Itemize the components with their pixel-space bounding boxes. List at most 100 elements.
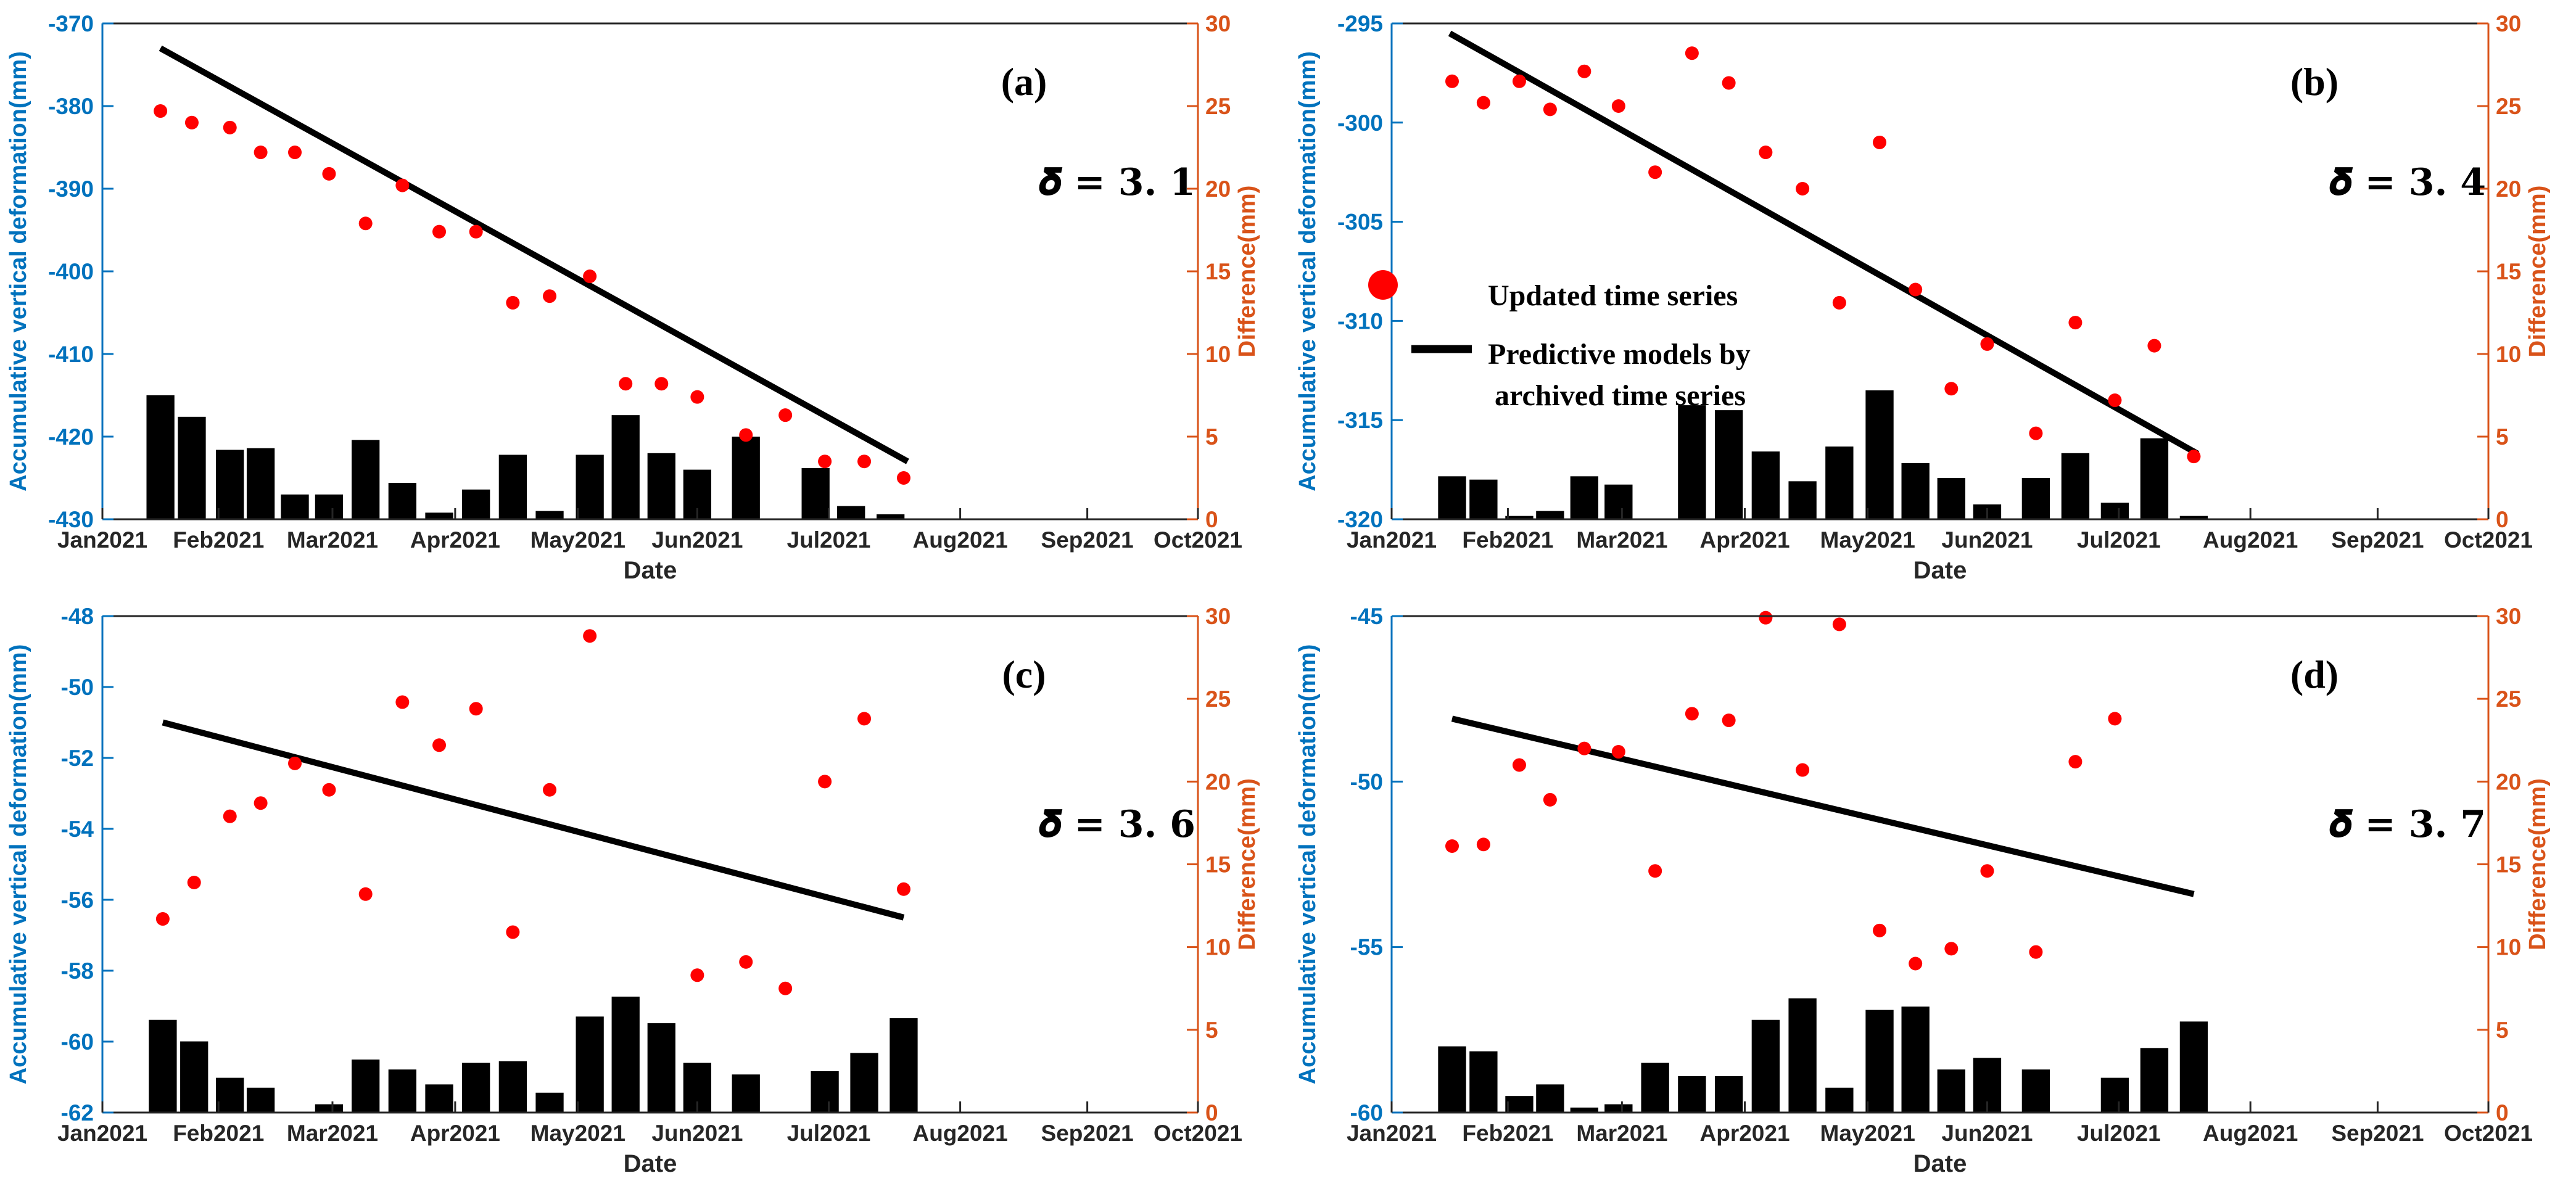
delta-label: 𝜹 = 𝟑. 𝟒 — [2329, 161, 2486, 204]
right-tick-label: 0 — [1205, 507, 1218, 532]
updated-point — [1832, 617, 1846, 632]
difference-bar — [1570, 1107, 1599, 1113]
updated-point — [583, 629, 597, 643]
updated-point — [1796, 182, 1810, 195]
right-tick-label: 5 — [2496, 424, 2509, 450]
updated-point — [184, 115, 199, 130]
updated-point — [2108, 712, 2122, 726]
x-tick-label: Jul2021 — [2077, 527, 2161, 553]
updated-point — [654, 377, 669, 391]
difference-bar — [1469, 479, 1498, 519]
updated-point — [739, 955, 753, 969]
left-tick-label: -60 — [1350, 1100, 1383, 1125]
right-axis-label: Difference(mm) — [1234, 778, 1260, 950]
predictive-model-line — [1451, 715, 2195, 897]
updated-point — [1944, 942, 1959, 956]
updated-point — [395, 178, 410, 192]
difference-bar — [180, 1041, 208, 1113]
difference-bar — [216, 1077, 244, 1113]
updated-point — [469, 702, 483, 716]
panel-label: (a) — [1001, 60, 1047, 104]
updated-point — [223, 809, 237, 823]
left-tick-label: -45 — [1350, 604, 1383, 629]
updated-point — [1648, 165, 1662, 179]
difference-bar — [1825, 446, 1854, 519]
updated-point — [857, 712, 872, 726]
left-axis-label: Accumulative vertical deformation(mm) — [1295, 51, 1321, 492]
x-tick-label: Feb2021 — [173, 1121, 264, 1146]
left-tick-label: -295 — [1337, 11, 1383, 36]
chart-panel-1: -295 -300 -305 -310 -315 -320 30 25 20 15 10 5 0 Jan2… — [1295, 11, 2551, 584]
left-tick-label: -400 — [48, 259, 94, 284]
updated-point — [2029, 945, 2043, 959]
difference-bar — [877, 514, 905, 519]
updated-point — [155, 912, 170, 926]
updated-point — [288, 146, 302, 160]
updated-point — [2108, 393, 2122, 408]
x-tick-label: Jun2021 — [1941, 527, 2033, 553]
x-tick-label: Jun2021 — [651, 1121, 743, 1146]
right-tick-label: 20 — [1205, 176, 1231, 202]
x-tick-label: Jul2021 — [2077, 1121, 2161, 1146]
difference-bar — [1751, 1019, 1780, 1113]
difference-bar — [2021, 478, 2050, 519]
left-tick-label: -390 — [48, 176, 94, 202]
updated-point — [506, 925, 520, 939]
updated-point — [1722, 714, 1736, 728]
updated-point — [896, 471, 910, 485]
difference-bar — [2140, 1048, 2169, 1113]
right-tick-label: 15 — [2496, 259, 2521, 284]
difference-bar — [1505, 1096, 1534, 1113]
right-tick-label: 5 — [1205, 1018, 1218, 1043]
x-tick-label: Apr2021 — [1700, 527, 1790, 553]
x-tick-label: Aug2021 — [2203, 1121, 2298, 1146]
right-tick-label: 15 — [1205, 259, 1231, 284]
left-tick-label: -62 — [61, 1100, 94, 1125]
difference-bar — [178, 416, 206, 519]
difference-bar — [1901, 463, 1930, 519]
updated-point — [506, 295, 520, 310]
difference-bar — [149, 1019, 177, 1113]
x-tick-label: Feb2021 — [173, 527, 264, 553]
difference-bar — [281, 494, 309, 519]
legend-point-marker — [1368, 270, 1398, 300]
right-tick-label: 15 — [1205, 852, 1231, 878]
difference-bar — [1937, 1069, 1965, 1113]
difference-bar — [315, 494, 344, 519]
difference-bar — [535, 1092, 564, 1113]
updated-point — [857, 455, 872, 469]
legend-line-label-1: Predictive models by — [1488, 338, 1751, 371]
difference-bar — [576, 455, 604, 519]
x-tick-label: May2021 — [1820, 527, 1915, 553]
left-tick-label: -370 — [48, 11, 94, 36]
difference-bar — [850, 1053, 878, 1113]
difference-bar — [611, 415, 640, 519]
x-tick-label: Jul2021 — [787, 527, 871, 553]
difference-bar — [1678, 1076, 1706, 1113]
updated-point — [254, 146, 268, 160]
difference-bar — [647, 453, 675, 519]
x-tick-label: Sep2021 — [1041, 527, 1134, 553]
right-tick-label: 0 — [2496, 1100, 2509, 1125]
updated-point — [1685, 707, 1699, 721]
x-tick-label: Jun2021 — [651, 527, 743, 553]
updated-point — [322, 783, 336, 797]
difference-bar — [1570, 476, 1599, 519]
difference-bar — [732, 1074, 760, 1113]
x-axis-label: Date — [624, 1150, 677, 1177]
left-tick-label: -310 — [1337, 308, 1383, 334]
x-tick-label: Sep2021 — [2331, 1121, 2424, 1146]
x-tick-label: Feb2021 — [1462, 527, 1553, 553]
difference-bar — [1751, 451, 1780, 519]
updated-point — [1445, 74, 1459, 88]
difference-bar — [1901, 1006, 1930, 1113]
left-tick-label: -300 — [1337, 110, 1383, 136]
difference-bar — [2100, 503, 2129, 519]
x-tick-label: Oct2021 — [2444, 1121, 2533, 1146]
x-tick-label: May2021 — [1820, 1121, 1915, 1146]
difference-bar — [1714, 1076, 1743, 1113]
x-tick-label: Jan2021 — [57, 527, 147, 553]
difference-bar — [462, 489, 490, 519]
x-tick-label: Apr2021 — [1700, 1121, 1790, 1146]
right-tick-label: 0 — [2496, 507, 2509, 532]
